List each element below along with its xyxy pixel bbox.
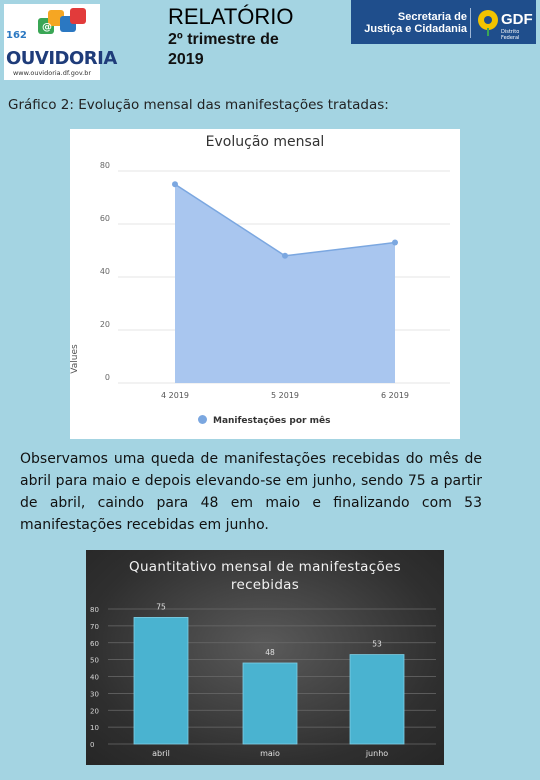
chart2-xtick-label: junho	[365, 749, 388, 758]
svg-text:@: @	[42, 22, 52, 33]
chart2-ytick-label: 0	[90, 741, 94, 749]
chart2-xtick-label: abril	[152, 749, 170, 758]
gdf-text: GDF	[501, 11, 533, 28]
chart2-ytick-label: 10	[90, 724, 99, 732]
subtitle-line-2: 2019	[168, 51, 204, 68]
secretaria-banner: Secretaria de Justiça e Cidadania GDF Di…	[351, 0, 536, 44]
chart1-xtick-label: 6 2019	[381, 391, 409, 400]
chart1-data-point	[282, 252, 288, 259]
chart2-bar	[242, 662, 298, 745]
quantity-chart: Quantitativo mensal de manifestações rec…	[86, 550, 444, 765]
chart2-ytick-label: 30	[90, 690, 99, 698]
chart2-title: Quantitativo mensal de manifestações rec…	[129, 559, 401, 593]
chart1-xtick-label: 5 2019	[271, 391, 299, 400]
subtitle-line-1: 2º trimestre de	[168, 31, 279, 48]
chart1-ytick-label: 80	[100, 161, 110, 170]
chart2-data-label: 48	[265, 648, 275, 657]
analysis-paragraph: Observamos uma queda de manifestações re…	[20, 451, 482, 533]
chart1-ytick-label: 0	[105, 373, 110, 382]
chart2-ytick-label: 80	[90, 606, 99, 614]
banner-line-2: Justiça e Cidadania	[364, 23, 467, 35]
chart2-data-label: 53	[372, 640, 382, 649]
chart1-data-point	[392, 239, 398, 246]
figure-caption: Gráfico 2: Evolução mensal das manifesta…	[8, 97, 389, 113]
chart1-title: Evolução mensal	[205, 134, 325, 150]
chart1-legend: Manifestações por mês	[198, 415, 330, 426]
chart2-ytick-label: 40	[90, 674, 99, 682]
logo-badge: 162	[6, 30, 27, 41]
chart2-bar	[349, 654, 405, 745]
chart1-ytick-label: 40	[100, 267, 110, 276]
banner-line-1: Secretaria de	[397, 11, 467, 23]
gdf-flower-icon	[478, 10, 498, 36]
chart1-plot: 0 20 40 60 80 4 2019 5 2019 6 2019	[100, 161, 450, 400]
legend-dot-icon	[198, 415, 207, 424]
chart2-plot: 0 10 20 30 40 50 60 70 80 75 abril 48 maio 53 junho	[90, 602, 436, 758]
chart2-bar	[133, 617, 189, 745]
chart1-xtick-label: 4 2019	[161, 391, 189, 400]
banner-divider	[470, 8, 471, 38]
banner-text: Secretaria de Justiça e Cidadania	[357, 11, 467, 35]
chart1-ytick-label: 60	[100, 214, 110, 223]
chart2-ytick-label: 60	[90, 640, 99, 648]
logo-url: www.ouvidoria.df.gov.br	[12, 69, 92, 77]
chart1-data-point	[172, 181, 178, 188]
report-subtitle: 2º trimestre de 2019	[168, 30, 338, 70]
report-title: RELATÓRIO	[168, 4, 294, 29]
gdf-subtext: Distrito Federal	[501, 29, 520, 41]
legend-label: Manifestações por mês	[213, 416, 331, 426]
chart1-ytick-label: 20	[100, 320, 110, 329]
evolution-chart: Evolução mensal Values 0 20 40 60 80 4 2019 5 …	[70, 129, 460, 439]
ouvidoria-logo: @ 162 OUVIDORIA www.ouvidoria.df.gov.br	[4, 4, 117, 80]
chart2-xtick-label: maio	[260, 749, 280, 758]
chart2-ytick-label: 50	[90, 657, 99, 665]
chart2-ytick-label: 20	[90, 707, 99, 715]
chart2-ytick-label: 70	[90, 623, 99, 631]
ouvidoria-emblem-icon: @	[38, 8, 86, 34]
chart2-data-label: 75	[156, 602, 166, 611]
chart1-area	[175, 184, 395, 383]
logo-name: OUVIDORIA	[6, 48, 117, 69]
